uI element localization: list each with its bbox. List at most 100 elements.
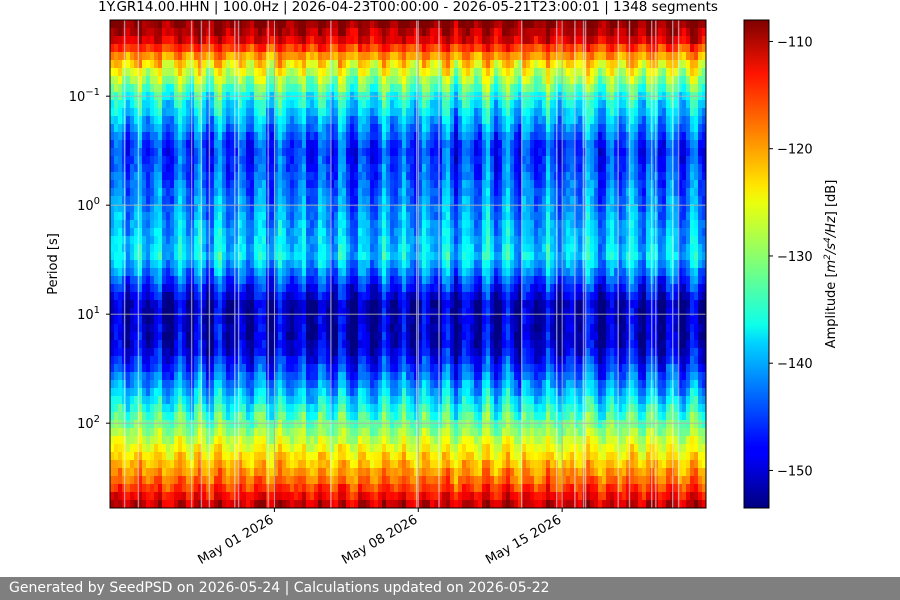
heatmap-cell [534, 28, 539, 37]
heatmap-cell [382, 36, 387, 45]
heatmap-cell [422, 284, 427, 293]
heatmap-cell [398, 52, 403, 61]
heatmap-cell [486, 68, 491, 77]
heatmap-cell [366, 164, 371, 173]
heatmap-cell [546, 36, 551, 45]
heatmap-cell [186, 220, 191, 229]
heatmap-cell [146, 84, 151, 93]
heatmap-cell [194, 116, 199, 125]
heatmap-cell [454, 36, 459, 45]
heatmap-cell [630, 164, 635, 173]
heatmap-cell [410, 244, 415, 253]
heatmap-cell [410, 44, 415, 53]
heatmap-cell [610, 132, 615, 141]
heatmap-cell [378, 220, 383, 229]
heatmap-cell [190, 20, 195, 29]
heatmap-cell [430, 180, 435, 189]
heatmap-cell [426, 44, 431, 53]
heatmap-cell [162, 284, 167, 293]
heatmap-cell [326, 284, 331, 293]
heatmap-cell [118, 276, 123, 285]
heatmap-cell [342, 124, 347, 133]
heatmap-cell [262, 244, 267, 253]
heatmap-cell [446, 212, 451, 221]
heatmap-cell [118, 44, 123, 53]
heatmap-cell [378, 212, 383, 221]
heatmap-cell [694, 220, 699, 229]
heatmap-cell [526, 132, 531, 141]
heatmap-cell [682, 212, 687, 221]
heatmap-cell [402, 268, 407, 277]
heatmap-cell [686, 76, 691, 85]
heatmap-cell [126, 156, 131, 165]
heatmap-cell [334, 188, 339, 197]
heatmap-cell [242, 276, 247, 285]
heatmap-cell [434, 172, 439, 181]
heatmap-cell [574, 204, 579, 213]
heatmap-cell [362, 44, 367, 53]
heatmap-cell [534, 108, 539, 117]
heatmap-cell [294, 212, 299, 221]
heatmap-cell [294, 132, 299, 141]
heatmap-cell [642, 196, 647, 205]
heatmap-cell [318, 108, 323, 117]
heatmap-cell [286, 196, 291, 205]
heatmap-cell [530, 84, 535, 93]
heatmap-cell [210, 28, 215, 37]
heatmap-cell [698, 212, 703, 221]
heatmap-cell [174, 140, 179, 149]
heatmap-cell [530, 60, 535, 69]
heatmap-cell [514, 68, 519, 77]
heatmap-cell [194, 156, 199, 165]
heatmap-cell [202, 284, 207, 293]
heatmap-cell [378, 20, 383, 29]
heatmap-cell [574, 220, 579, 229]
heatmap-cell [310, 284, 315, 293]
heatmap-cell [278, 108, 283, 117]
heatmap-cell [490, 268, 495, 277]
heatmap-cell [254, 212, 259, 221]
heatmap-cell [318, 252, 323, 261]
heatmap-cell [666, 180, 671, 189]
heatmap-cell [166, 172, 171, 181]
heatmap-cell [246, 116, 251, 125]
heatmap-cell [194, 100, 199, 109]
heatmap-cell [506, 20, 511, 29]
heatmap-cell [482, 164, 487, 173]
heatmap-cell [294, 108, 299, 117]
heatmap-cell [390, 140, 395, 149]
heatmap-cell [154, 132, 159, 141]
heatmap-cell [438, 44, 443, 53]
heatmap-cell [578, 148, 583, 157]
heatmap-cell [646, 204, 651, 213]
heatmap-cell [166, 260, 171, 269]
heatmap-cell [386, 252, 391, 261]
heatmap-cell [614, 100, 619, 109]
heatmap-cell [374, 220, 379, 229]
heatmap-cell [346, 252, 351, 261]
heatmap-cell [438, 228, 443, 237]
heatmap-cell [170, 84, 175, 93]
heatmap-cell [214, 140, 219, 149]
heatmap-cell [498, 84, 503, 93]
heatmap-cell [238, 124, 243, 133]
heatmap-cell [686, 68, 691, 77]
heatmap-cell [306, 260, 311, 269]
heatmap-cell [230, 284, 235, 293]
heatmap-cell [522, 220, 527, 229]
heatmap-cell [682, 228, 687, 237]
heatmap-cell [614, 204, 619, 213]
heatmap-cell [442, 172, 447, 181]
heatmap-cell [126, 100, 131, 109]
heatmap-cell [638, 116, 643, 125]
heatmap-cell [618, 220, 623, 229]
heatmap-cell [686, 132, 691, 141]
heatmap-cell [350, 132, 355, 141]
heatmap-cell [426, 228, 431, 237]
heatmap-cell [198, 164, 203, 173]
heatmap-cell [430, 68, 435, 77]
heatmap-cell [542, 180, 547, 189]
heatmap-cell [386, 44, 391, 53]
heatmap-cell [274, 196, 279, 205]
heatmap-cell [574, 156, 579, 165]
